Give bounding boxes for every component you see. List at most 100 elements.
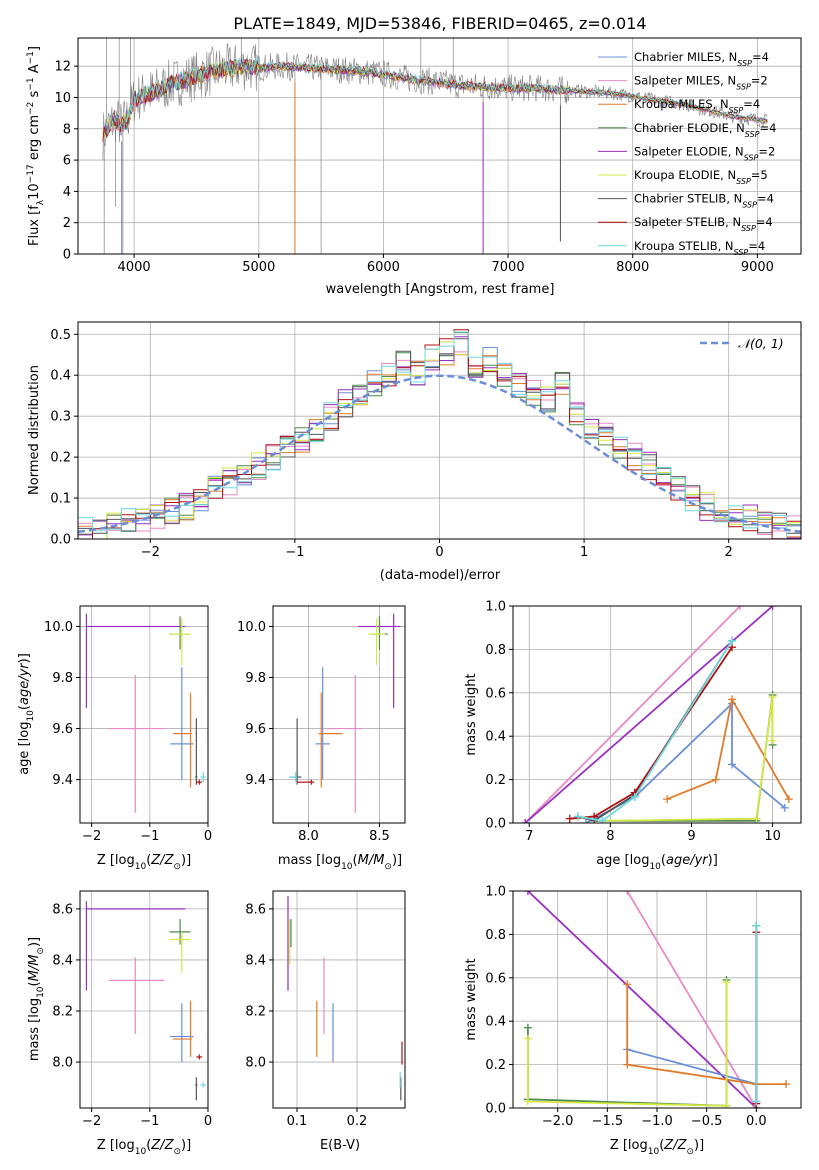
x-tick-label: 0.2 bbox=[347, 1114, 368, 1129]
y-tick-label: 9.8 bbox=[52, 671, 73, 686]
legend-sub: SSP bbox=[741, 224, 756, 233]
axes-massweight-vs-z: −2.0 −1.5 −1.0 −0.5 0.0 0.0 0.2 0.4 0.6 0.8 1.0 bbox=[485, 885, 801, 1129]
legend-label: Chabrier ELODIE, NSSP=4 bbox=[634, 121, 776, 139]
series-marker bbox=[768, 606, 777, 610]
series-marker bbox=[728, 760, 737, 769]
errorbar-point bbox=[169, 616, 191, 650]
axes-spectrum: 4000 5000 6000 7000 8000 9000 0 2 4 6 8 10 12 bbox=[54, 38, 801, 275]
errorbar-point bbox=[318, 692, 343, 788]
x-axis-label-part: age [log bbox=[596, 853, 649, 868]
x-axis-label-part: Z/Z bbox=[663, 1138, 687, 1153]
y-axis-label-part: mass [log bbox=[27, 998, 42, 1061]
y-tick-label: 0.0 bbox=[50, 533, 71, 548]
y-tick-label: 8.0 bbox=[245, 1056, 266, 1071]
legend-label: Salpeter MILES, NSSP=2 bbox=[634, 74, 768, 92]
y-tick-label: 0.4 bbox=[485, 1015, 506, 1030]
y-axis-label-part: ] bbox=[27, 46, 42, 51]
x-axis-label: mass [log10(M/M⊙)] bbox=[278, 853, 402, 872]
series-marker bbox=[722, 1101, 731, 1108]
errorbar-point bbox=[169, 919, 191, 945]
y-tick-label: 8.4 bbox=[52, 953, 73, 968]
legend-name: Kroupa STELIB, N bbox=[634, 239, 734, 253]
x-axis-label-part: ( bbox=[146, 1138, 151, 1153]
axes-frame bbox=[77, 37, 802, 255]
legend-name: Kroupa ELODIE, N bbox=[634, 168, 736, 182]
errorbar-point bbox=[200, 1082, 207, 1088]
y-tick-label: 0.0 bbox=[485, 817, 506, 832]
legend-sub: SSP bbox=[745, 129, 760, 138]
x-axis-label-part: ⊙ bbox=[173, 862, 181, 872]
histogram-salpeter-stelib bbox=[78, 329, 801, 539]
y-tick-label: 2 bbox=[63, 216, 71, 231]
errorbar-point bbox=[195, 1077, 198, 1101]
x-axis-label: E(B-V) bbox=[320, 1138, 360, 1153]
axes-frame bbox=[512, 890, 802, 1109]
x-tick-label: 7 bbox=[525, 829, 533, 844]
axes-frame bbox=[77, 321, 802, 540]
plot-area-massweight-vs-age bbox=[521, 606, 793, 823]
plot-area-massweight-vs-z bbox=[523, 891, 791, 1108]
x-tick-label: 8.5 bbox=[369, 829, 390, 844]
series-marker bbox=[582, 819, 591, 823]
x-tick-label: −1 bbox=[140, 1114, 159, 1129]
y-axis-label-part: s bbox=[27, 90, 42, 101]
y-tick-label: 0.8 bbox=[485, 928, 506, 943]
x-axis-label-part: Z [log bbox=[610, 1138, 648, 1153]
series-marker bbox=[598, 816, 607, 823]
errorbar-point bbox=[173, 692, 192, 788]
y-tick-label: 9.4 bbox=[245, 773, 266, 788]
series-line-chabrier-stelib bbox=[577, 640, 733, 822]
axes-mass-vs-z: −2 −1 0 8.0 8.2 8.4 8.6 bbox=[52, 891, 212, 1129]
y-axis-label-part: )] bbox=[17, 653, 32, 663]
series-marker bbox=[523, 1097, 532, 1106]
legend-sub: SSP bbox=[744, 153, 759, 162]
axes-frame bbox=[272, 890, 406, 1109]
series-marker bbox=[784, 795, 793, 804]
x-tick-label: 0 bbox=[435, 545, 443, 560]
series-marker bbox=[736, 606, 745, 610]
series-marker bbox=[523, 1034, 532, 1043]
y-axis-label-part: age/yr bbox=[17, 662, 32, 705]
y-tick-label: 0.1 bbox=[50, 492, 71, 507]
series-line-salpeter-elodie bbox=[524, 606, 774, 823]
y-axis-label-part: A bbox=[27, 64, 42, 77]
y-axis-label-part: λ bbox=[36, 199, 46, 205]
legend-label: 𝒩(0, 1) bbox=[738, 336, 784, 351]
y-axis-label: mass [log10(M/M⊙)] bbox=[27, 937, 46, 1061]
errorbar-point bbox=[370, 616, 388, 650]
series-marker bbox=[663, 795, 672, 804]
axes-mass-vs-ebv: 0.1 0.2 8.0 8.2 8.4 8.6 bbox=[245, 891, 405, 1129]
errorbar-point bbox=[288, 771, 298, 783]
axes-massweight-vs-age: 7 8 9 10 0.0 0.2 0.4 0.6 0.8 1.0 bbox=[485, 600, 801, 844]
plot-area-spectrum bbox=[102, 38, 768, 254]
series-marker bbox=[782, 1080, 791, 1089]
x-axis-label-part: 10 bbox=[135, 862, 147, 872]
legend-label: Kroupa STELIB, NSSP=4 bbox=[634, 239, 765, 256]
histogram-kroupa-stelib bbox=[78, 331, 801, 539]
errorbar-point bbox=[109, 674, 165, 813]
x-axis-label: wavelength [Angstrom, rest frame] bbox=[326, 282, 555, 297]
x-axis-label-part: mass [log bbox=[278, 853, 341, 868]
legend-sub: SSP bbox=[729, 106, 744, 115]
series-marker bbox=[630, 792, 639, 801]
errorbar-point bbox=[170, 667, 194, 780]
plot-area-mass-vs-ebv bbox=[287, 896, 403, 1101]
y-tick-label: 0.5 bbox=[50, 328, 71, 343]
series-line-kroupa-miles bbox=[666, 696, 790, 800]
y-axis-label: mass weight bbox=[464, 673, 479, 755]
histogram-chabrier-stelib bbox=[78, 338, 801, 534]
errorbar-point bbox=[195, 718, 198, 785]
legend-name: Salpeter MILES, N bbox=[634, 74, 736, 88]
legend-value: =5 bbox=[751, 168, 768, 182]
errorbar-point bbox=[315, 667, 330, 780]
errorbar-point bbox=[170, 1003, 194, 1063]
series-marker bbox=[728, 636, 737, 645]
x-axis-label-part: ⊙ bbox=[173, 1147, 181, 1157]
x-tick-label: −0.5 bbox=[691, 1114, 723, 1129]
errorbar-point bbox=[368, 618, 386, 665]
x-axis-label-part: )] bbox=[694, 1138, 704, 1153]
y-tick-label: 10 bbox=[54, 91, 71, 106]
y-axis-label-part: −2 bbox=[26, 102, 36, 115]
series-marker bbox=[728, 695, 737, 704]
